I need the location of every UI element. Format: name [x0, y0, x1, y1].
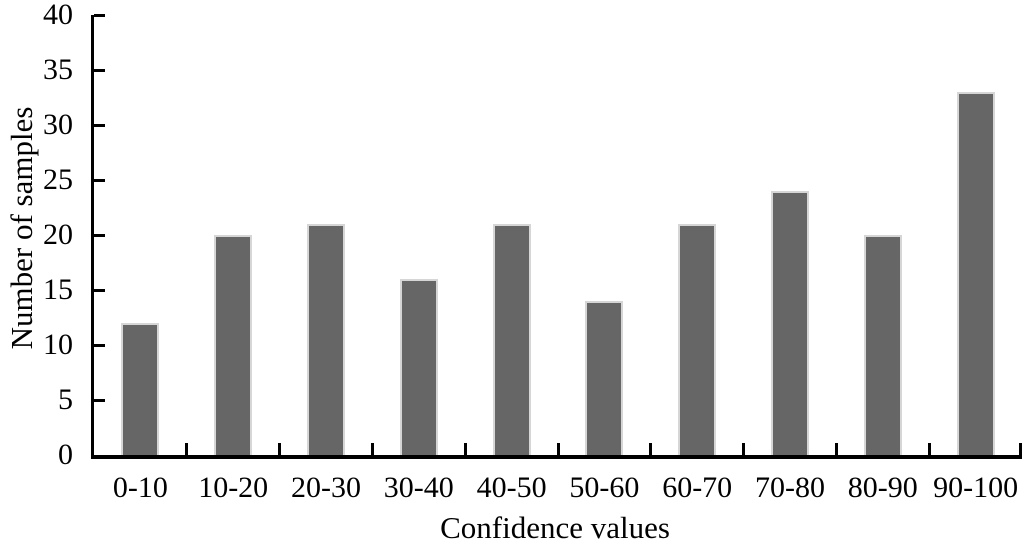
x-axis-tick-label: 60-70: [662, 471, 733, 504]
x-axis-tick: [278, 443, 282, 455]
y-axis-tick-label: 40: [43, 0, 73, 31]
y-axis-tick: [94, 288, 105, 292]
y-axis-tick: [94, 178, 105, 182]
y-axis-tick-label: 5: [58, 383, 73, 416]
x-axis-tick: [834, 443, 838, 455]
bar-40-50: [492, 224, 531, 455]
x-axis-tick-label: 0-10: [112, 471, 168, 504]
x-axis-tick: [742, 443, 746, 455]
x-axis-tick-label: 90-100: [933, 471, 1019, 504]
x-axis-tick-label: 80-90: [847, 471, 918, 504]
x-axis-tick: [463, 443, 467, 455]
bar-10-20: [214, 235, 253, 455]
x-axis-tick-label: 10-20: [198, 471, 269, 504]
bar-60-70: [678, 224, 717, 455]
x-axis-title: Confidence values: [440, 510, 670, 545]
x-axis-tick-label: 40-50: [476, 471, 547, 504]
bar-0-10: [121, 323, 160, 455]
y-axis-tick-label: 35: [43, 53, 73, 86]
y-axis-tick: [94, 13, 105, 17]
bar-70-80: [771, 191, 809, 455]
bar-50-60: [585, 301, 624, 455]
x-axis-tick: [649, 443, 653, 455]
x-axis-tick: [556, 443, 560, 455]
x-axis-tick: [185, 443, 189, 455]
x-axis-tick-label: 70-80: [755, 471, 825, 504]
bar-80-90: [863, 235, 902, 455]
y-axis-tick: [94, 233, 105, 237]
y-axis-tick: [94, 123, 105, 127]
y-axis-tick-label: 10: [43, 328, 73, 361]
bar-30-40: [399, 279, 438, 455]
bar-20-30: [307, 224, 345, 455]
y-axis-tick-label: 25: [43, 163, 73, 196]
x-axis-tick: [927, 443, 931, 455]
x-axis-tick-label: 50-60: [569, 471, 640, 504]
y-axis-tick: [94, 68, 105, 72]
y-axis-tick: [94, 398, 105, 402]
y-axis-tick: [94, 343, 105, 347]
y-axis-tick-label: 0: [58, 438, 73, 471]
plot-area: 0 5 10 15 20 25 30 35 40 0-10 10-20 20-30 30-40 40-50…: [43, 0, 1022, 503]
y-axis-tick-label: 15: [43, 273, 73, 306]
x-axis-tick: [1019, 443, 1022, 455]
x-axis-tick-label: 30-40: [383, 471, 454, 504]
y-axis-tick-label: 20: [43, 218, 73, 251]
x-axis-tick-label: 20-30: [291, 471, 361, 504]
bar-90-100: [956, 92, 995, 455]
y-axis-title: Number of samples: [4, 106, 39, 350]
x-axis-tick: [370, 443, 374, 455]
y-axis-tick-label: 30: [43, 108, 73, 141]
